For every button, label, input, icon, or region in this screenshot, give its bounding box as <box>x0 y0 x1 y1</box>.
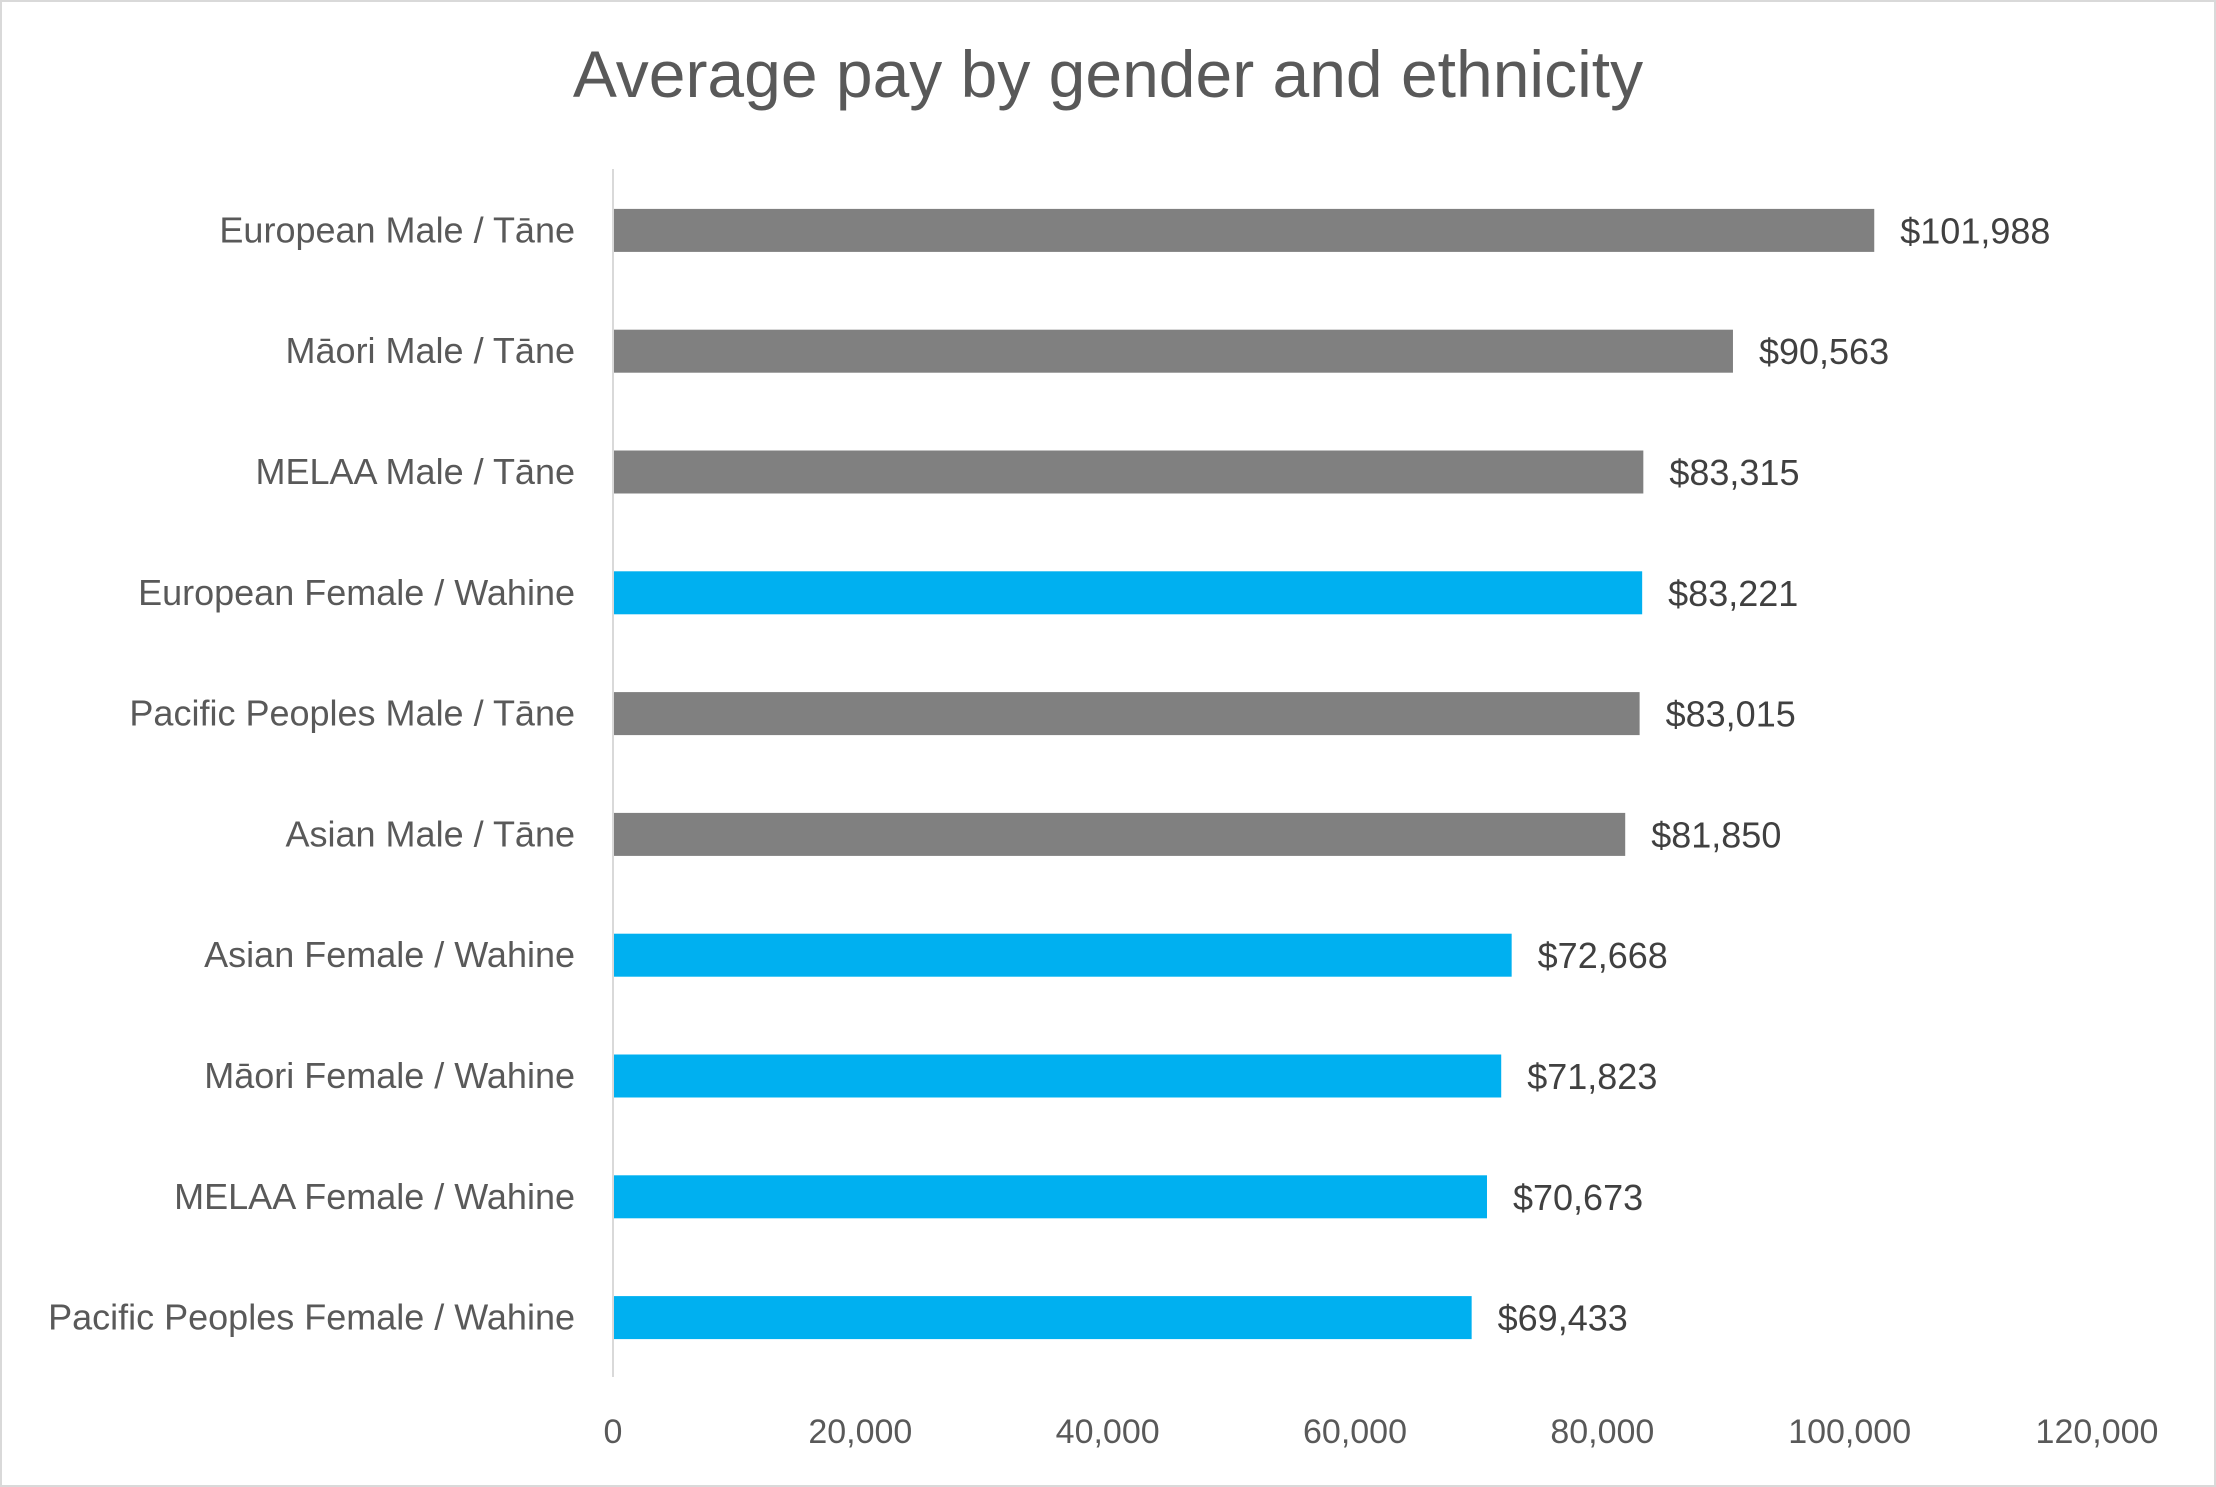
chart-title: Average pay by gender and ethnicity <box>572 37 1644 111</box>
bar-9 <box>614 1296 1472 1340</box>
data-label-4: $83,015 <box>1666 694 1796 735</box>
data-label-1: $90,563 <box>1759 331 1889 372</box>
data-label-0: $101,988 <box>1900 210 2050 251</box>
category-label-5: Asian Male / Tāne <box>286 813 576 854</box>
x-axis-ticks: 0 20,000 40,000 60,000 80,000 100,000 120,000 <box>604 1413 2159 1451</box>
data-label-5: $81,850 <box>1651 814 1781 855</box>
data-label-3: $83,221 <box>1668 573 1798 614</box>
bar-4 <box>614 692 1640 736</box>
bar-8 <box>614 1175 1487 1219</box>
bar-6 <box>614 933 1512 977</box>
category-label-1: Māori Male / Tāne <box>286 330 575 371</box>
bar-3 <box>614 571 1643 615</box>
bar-1 <box>614 329 1733 373</box>
data-label-7: $71,823 <box>1527 1056 1657 1097</box>
bar-0 <box>614 208 1875 252</box>
category-label-7: Māori Female / Wahine <box>204 1055 575 1096</box>
category-label-2: MELAA Male / Tāne <box>256 451 576 492</box>
x-tick-label-4: 80,000 <box>1550 1413 1654 1451</box>
bars-layer <box>614 208 1875 1340</box>
data-label-8: $70,673 <box>1513 1177 1643 1218</box>
x-tick-label-0: 0 <box>604 1413 623 1451</box>
x-tick-label-6: 120,000 <box>2036 1413 2159 1451</box>
category-label-4: Pacific Peoples Male / Tāne <box>129 693 575 734</box>
category-label-6: Asian Female / Wahine <box>204 934 575 975</box>
category-label-9: Pacific Peoples Female / Wahine <box>48 1297 575 1338</box>
labels-layer: European Male / Tāne $101,988 Māori Male /… <box>48 209 2050 1338</box>
x-tick-label-5: 100,000 <box>1788 1413 1911 1451</box>
x-tick-label-2: 40,000 <box>1056 1413 1160 1451</box>
category-label-0: European Male / Tāne <box>219 209 575 250</box>
x-tick-label-1: 20,000 <box>808 1413 912 1451</box>
bar-5 <box>614 812 1626 856</box>
data-label-9: $69,433 <box>1498 1298 1628 1339</box>
bar-2 <box>614 450 1644 494</box>
data-label-6: $72,668 <box>1538 935 1668 976</box>
category-label-3: European Female / Wahine <box>138 572 575 613</box>
category-label-8: MELAA Female / Wahine <box>174 1176 575 1217</box>
data-label-2: $83,315 <box>1669 452 1799 493</box>
bar-7 <box>614 1054 1502 1098</box>
x-tick-label-3: 60,000 <box>1303 1413 1407 1451</box>
